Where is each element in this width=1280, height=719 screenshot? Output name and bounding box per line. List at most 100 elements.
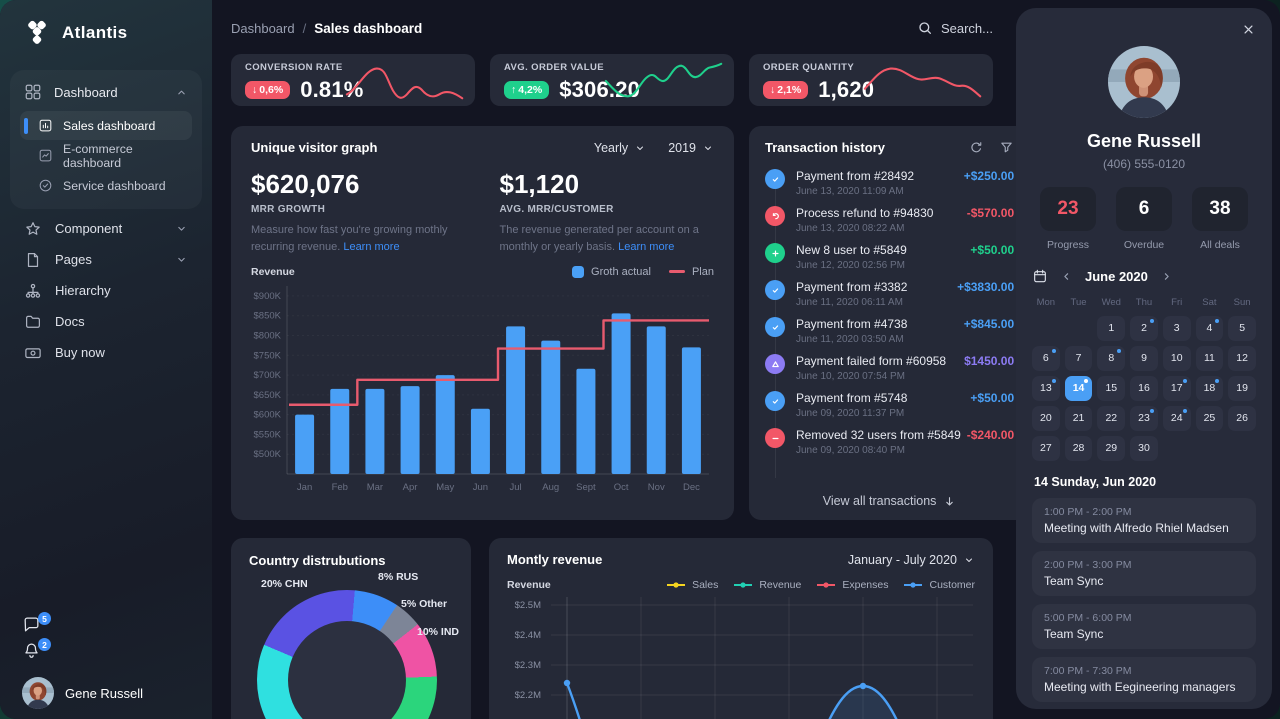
learn-more-link[interactable]: Learn more <box>343 241 400 254</box>
sidebar-item-hierarchy[interactable]: Hierarchy <box>0 275 212 306</box>
calendar-day-7[interactable]: 7 <box>1064 346 1093 371</box>
messages-button[interactable]: 5 <box>22 612 51 641</box>
calendar-day-10[interactable]: 10 <box>1162 346 1191 371</box>
event-card[interactable]: 5:00 PM - 6:00 PM Team Sync <box>1032 604 1256 649</box>
kpi-card-conversion-rate: CONVERSION RATE ↓ 0,6% 0.81% <box>231 54 475 106</box>
learn-more-link[interactable]: Learn more <box>618 241 675 254</box>
year-select[interactable]: 2019 <box>668 141 714 155</box>
calendar-day-25[interactable]: 25 <box>1195 406 1224 431</box>
calendar-grid: 1 2 3 4 5 6 7 8 9 10 11 12 13 14 15 16 17 18 19 20 21 22 23 24 2… <box>1032 316 1256 461</box>
kpi-value: $306.20 <box>559 77 641 102</box>
bar-oct <box>611 313 631 475</box>
page-icon <box>27 252 39 267</box>
svg-text:May: May <box>436 482 454 493</box>
brand-header[interactable]: Atlantis <box>0 0 212 58</box>
event-card[interactable]: 2:00 PM - 3:00 PM Team Sync <box>1032 551 1256 596</box>
event-card[interactable]: 1:00 PM - 2:00 PM Meeting with Alfredo Rh… <box>1032 498 1256 543</box>
transaction-row[interactable]: Payment from #3382 June 11, 2020 06:11 AM… <box>765 276 1014 313</box>
calendar-day-16[interactable]: 16 <box>1130 376 1158 401</box>
calendar-day-6[interactable]: 6 <box>1032 346 1060 371</box>
calendar-day-5[interactable]: 5 <box>1228 316 1256 341</box>
event-card[interactable]: 7:00 PM - 7:30 PM Meeting with Eegineerin… <box>1032 657 1256 702</box>
filter-icon[interactable] <box>999 140 1014 155</box>
calendar-day-24[interactable]: 24 <box>1162 406 1191 431</box>
calendar-day-4[interactable]: 4 <box>1195 316 1224 341</box>
breadcrumb-current: Sales dashboard <box>314 20 423 36</box>
sidebar-item-docs[interactable]: Docs <box>0 306 212 337</box>
sidebar-item-sales-dashboard[interactable]: Sales dashboard <box>20 111 192 140</box>
sidebar-item-service-dashboard[interactable]: Service dashboard <box>20 171 192 200</box>
stat-all-deals: 38 All deals <box>1192 187 1248 251</box>
country-card-title: Country distrubutions <box>249 553 386 568</box>
svg-text:$2.4M: $2.4M <box>515 630 541 641</box>
sidebar-item-buy-now[interactable]: Buy now <box>0 337 212 368</box>
weekday-label: Tue <box>1070 297 1087 308</box>
calendar-day-19[interactable]: 19 <box>1228 376 1256 401</box>
search-input[interactable]: Search... <box>917 20 993 36</box>
legend-groth-actual[interactable]: Groth actual <box>572 266 651 279</box>
event-dot <box>1182 409 1187 413</box>
calendar-day-18[interactable]: 18 <box>1195 376 1224 401</box>
calendar-day-11[interactable]: 11 <box>1195 346 1224 371</box>
legend-customer[interactable]: Customer <box>904 579 975 591</box>
calendar-day-2[interactable]: 2 <box>1130 316 1158 341</box>
calendar-day-21[interactable]: 21 <box>1064 406 1093 431</box>
monthly-line-chart: $2.5M $2.4M $2.3M $2.2M <box>515 597 973 719</box>
refresh-icon[interactable] <box>969 140 984 155</box>
event-dot <box>1149 409 1154 413</box>
calendar-day-17[interactable]: 17 <box>1162 376 1191 401</box>
calendar-day-30[interactable]: 30 <box>1130 436 1158 461</box>
transaction-row[interactable]: Payment from #28492 June 13, 2020 11:09 A… <box>765 165 1014 202</box>
calendar-day-26[interactable]: 26 <box>1228 406 1256 431</box>
calendar-day-3[interactable]: 3 <box>1162 316 1191 341</box>
sidebar-item-component[interactable]: Component <box>0 213 212 244</box>
transaction-row[interactable]: Process refund to #94830 June 13, 2020 08… <box>765 202 1014 239</box>
avg-mrr-desc: The revenue generated per account on a m… <box>499 224 699 254</box>
period-select[interactable]: Yearly <box>594 141 646 155</box>
kpi-sparkline <box>863 67 982 98</box>
calendar-day-8[interactable]: 8 <box>1097 346 1126 371</box>
sidebar-user[interactable]: Gene Russell <box>22 677 190 709</box>
calendar-day-27[interactable]: 27 <box>1032 436 1060 461</box>
view-all-transactions-button[interactable]: View all transactions <box>765 488 1014 510</box>
close-panel-button[interactable] <box>1241 22 1256 37</box>
svg-text:$550K: $550K <box>254 430 282 441</box>
calendar-day-15[interactable]: 15 <box>1097 376 1126 401</box>
chevron-left-icon <box>1064 272 1069 280</box>
transaction-row[interactable]: Payment failed form #60958 June 10, 2020 … <box>765 350 1014 387</box>
calendar-day-20[interactable]: 20 <box>1032 406 1060 431</box>
calendar-day-23[interactable]: 23 <box>1130 406 1158 431</box>
transaction-row[interactable]: Payment from #4738 June 11, 2020 03:50 AM… <box>765 313 1014 350</box>
transaction-row[interactable]: Payment from #5748 June 09, 2020 11:37 PM… <box>765 387 1014 424</box>
avg-mrr-label: AVG. MRR/CUSTOMER <box>499 204 614 215</box>
monthly-revenue-card: Montly revenue January - July 2020 Reven… <box>489 538 993 719</box>
country-donut-chart <box>257 590 437 719</box>
legend-sales[interactable]: Sales <box>667 579 718 591</box>
calendar-prev-button[interactable] <box>1060 270 1073 283</box>
legend-expenses[interactable]: Expenses <box>817 579 888 591</box>
calendar-day-12[interactable]: 12 <box>1228 346 1256 371</box>
calendar-day-22[interactable]: 22 <box>1097 406 1126 431</box>
month-range-select[interactable]: January - July 2020 <box>848 553 975 567</box>
calendar-day-14[interactable]: 14 <box>1064 376 1093 401</box>
calendar-day-13[interactable]: 13 <box>1032 376 1060 401</box>
bar-jun <box>470 408 490 475</box>
sidebar-item-pages[interactable]: Pages <box>0 244 212 275</box>
calendar-day-9[interactable]: 9 <box>1130 346 1158 371</box>
breadcrumb-dashboard[interactable]: Dashboard <box>231 20 295 36</box>
sidebar-item-e-commerce-dashboard[interactable]: E-commerce dashboard <box>20 141 192 170</box>
transaction-row[interactable]: Removed 32 users from #5849 June 09, 2020… <box>765 424 1014 461</box>
legend-marker <box>904 582 923 588</box>
calendar-day-29[interactable]: 29 <box>1097 436 1126 461</box>
legend-plan[interactable]: Plan <box>668 266 714 278</box>
sidebar-item-dashboard[interactable]: Dashboard <box>10 74 202 110</box>
legend-revenue[interactable]: Revenue <box>734 579 801 591</box>
event-dot <box>1084 379 1089 383</box>
calendar-day-28[interactable]: 28 <box>1064 436 1093 461</box>
calendar-next-button[interactable] <box>1160 270 1173 283</box>
transaction-row[interactable]: New 8 user to #5849 June 12, 2020 02:56 P… <box>765 239 1014 276</box>
calendar-day-1[interactable]: 1 <box>1097 316 1126 341</box>
profile-panel: Gene Russell (406) 555-0120 23 Progress 6 O… <box>1016 8 1272 709</box>
notifications-button[interactable]: 2 <box>22 638 51 667</box>
